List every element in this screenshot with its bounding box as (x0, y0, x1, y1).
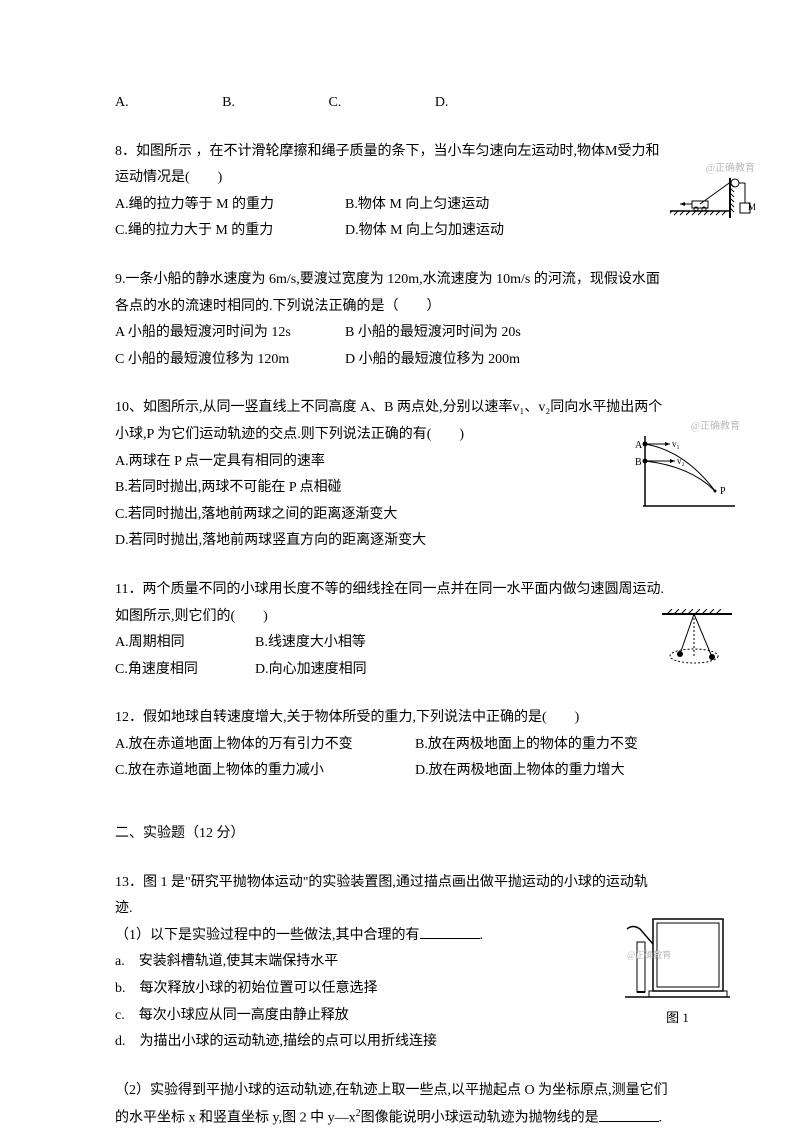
q13: 13．图 1 是"研究平抛物体运动"的实验装置图,通过描点画出做平抛运动的小球的… (115, 870, 700, 1056)
q12-optA: A.放在赤道地面上物体的万有引力不变 (115, 732, 415, 759)
q13-c: c. 每次小球应从同一高度由静止释放 (115, 1003, 700, 1030)
q13-part2b: 的水平坐标 x 和竖直坐标 y,图 2 中 y—x2图像能说明小球运动轨迹为抛物… (115, 1104, 700, 1132)
projectile-diagram-icon: A B v₁ v₂ P (635, 436, 740, 511)
q11-stem2: 如图所示,则它们的( ) (115, 604, 700, 631)
blank-fill-2 (599, 1108, 659, 1122)
svg-text:@正确教育: @正确教育 (627, 949, 671, 960)
q8-stem1: 8．如图所示 ，在不计滑轮摩擦和绳子质量的条下，当小车匀速向左运动时,物体M受力… (115, 139, 700, 166)
q10-watermark: @正确教育 (635, 417, 740, 436)
apparatus-diagram-icon: @正确教育 (625, 914, 730, 1004)
q7-optB: B. (222, 90, 235, 117)
q8-optB: B.物体 M 向上匀速运动 (345, 192, 489, 219)
q8-optA: A.绳的拉力等于 M 的重力 (115, 192, 345, 219)
q10-stem2: 小球,P 为它们运动轨迹的交点.则下列说法正确的有( ) (115, 422, 700, 449)
q13-part2a: （2）实验得到平抛小球的运动轨迹,在轨迹上取一些点,以平抛起点 O 为坐标原点,… (115, 1078, 700, 1105)
q13-stem2: 迹. (115, 896, 700, 923)
svg-text:B: B (635, 457, 642, 468)
svg-text:M: M (748, 202, 755, 212)
section2-title: 二、实验题（12 分） (115, 821, 700, 848)
blank-fill (420, 925, 480, 939)
q9-optB: B 小船的最短渡河时间为 20s (345, 320, 521, 347)
svg-text:P: P (720, 486, 726, 497)
conical-pendulum-icon (662, 609, 740, 669)
q13-stem1: 13．图 1 是"研究平抛物体运动"的实验装置图,通过描点画出做平抛运动的小球的… (115, 870, 700, 897)
pulley-diagram-icon: M (670, 178, 755, 223)
q9-optD: D 小船的最短渡位移为 200m (345, 347, 520, 374)
q13-a: a. 安装斜槽轨道,使其末端保持水平 (115, 949, 700, 976)
q11-optC: C.角速度相同 (115, 657, 255, 684)
q11-figure (662, 609, 740, 669)
q12-optD: D.放在两极地面上物体的重力增大 (415, 758, 625, 785)
q10-optD: D.若同时抛出,落地前两球竖直方向的距离逐渐变大 (115, 528, 700, 555)
q8-stem2: 运动情况是( ) (115, 165, 700, 192)
q10: 10、如图所示,从同一竖直线上不同高度 A、B 两点处,分别以速率v₁、v₂同向… (115, 395, 700, 555)
q13-figure: @正确教育 图 1 (625, 914, 730, 1031)
svg-text:A: A (635, 440, 643, 451)
q11-optD: D.向心加速度相同 (255, 657, 367, 684)
q8-optD: D.物体 M 向上匀加速运动 (345, 218, 504, 245)
q9-stem1: 9.一条小船的静水速度为 6m/s,要渡过宽度为 120m,水流速度为 10m/… (115, 267, 700, 294)
q13-b: b. 每次释放小球的初始位置可以任意选择 (115, 976, 700, 1003)
q13-d: d. 为描出小球的运动轨迹,描绘的点可以用折线连接 (115, 1029, 700, 1056)
q11-stem1: 11．两个质量不同的小球用长度不等的细线拴在同一点并在同一水平面内做匀速圆周运动… (115, 577, 700, 604)
q11: 11．两个质量不同的小球用长度不等的细线拴在同一点并在同一水平面内做匀速圆周运动… (115, 577, 700, 683)
q8: 8．如图所示 ，在不计滑轮摩擦和绳子质量的条下，当小车匀速向左运动时,物体M受力… (115, 139, 700, 245)
q10-optA: A.两球在 P 点一定具有相同的速率 (115, 449, 700, 476)
q8-optC: C.绳的拉力大于 M 的重力 (115, 218, 345, 245)
q7-options: A. B. C. D. (115, 90, 700, 117)
q8-watermark: @正确教育 (670, 159, 755, 178)
q7-optA: A. (115, 90, 129, 117)
q9: 9.一条小船的静水速度为 6m/s,要渡过宽度为 120m,水流速度为 10m/… (115, 267, 700, 373)
q10-optB: B.若同时抛出,两球不可能在 P 点相碰 (115, 475, 700, 502)
q8-figure: @正确教育 M (670, 159, 755, 223)
q12: 12．假如地球自转速度增大,关于物体所受的重力,下列说法中正确的是( ) A.放… (115, 705, 700, 785)
q11-optB: B.线速度大小相等 (255, 630, 366, 657)
q11-optA: A.周期相同 (115, 630, 255, 657)
q7-optD: D. (435, 90, 449, 117)
svg-text:v₂: v₂ (677, 456, 685, 466)
q12-optB: B.放在两极地面上的物体的重力不变 (415, 732, 638, 759)
q10-optC: C.若同时抛出,落地前两球之间的距离逐渐变大 (115, 502, 700, 529)
q13-part1: （1）以下是实验过程中的一些做法,其中合理的有. (115, 923, 700, 950)
q9-stem2: 各点的水的流速时相同的.下列说法正确的是（ ） (115, 294, 700, 321)
svg-text:v₁: v₁ (672, 439, 680, 449)
q9-optC: C 小船的最短渡位移为 120m (115, 347, 345, 374)
q10-stem1: 10、如图所示,从同一竖直线上不同高度 A、B 两点处,分别以速率v₁、v₂同向… (115, 395, 700, 422)
q12-stem: 12．假如地球自转速度增大,关于物体所受的重力,下列说法中正确的是( ) (115, 705, 700, 732)
q10-figure: @正确教育 A B v₁ v₂ P (635, 417, 740, 511)
q9-optA: A 小船的最短渡河时间为 12s (115, 320, 345, 347)
q13-fig-caption: 图 1 (625, 1006, 730, 1031)
q7-optC: C. (328, 90, 341, 117)
q12-optC: C.放在赤道地面上物体的重力减小 (115, 758, 415, 785)
